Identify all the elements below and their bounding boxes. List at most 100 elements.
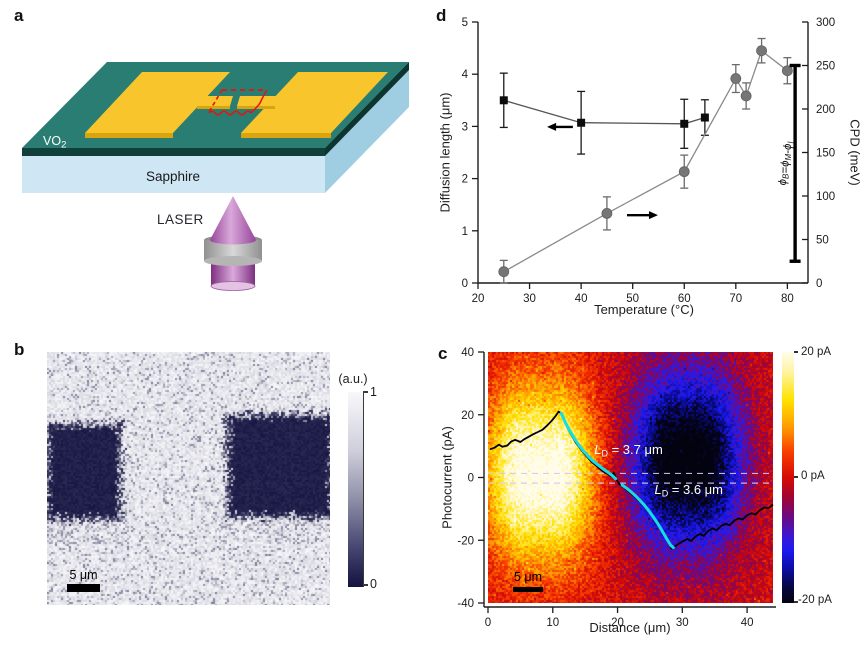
diffusion-length-annotation: LD = 3.7 μm xyxy=(594,442,663,459)
diffusion-length-annotation: LD = 3.6 μm xyxy=(654,482,723,499)
photocurrent-map-canvas xyxy=(488,352,773,603)
c-ytick-label: 40 xyxy=(461,347,474,359)
b-colorbar-tick-top xyxy=(363,391,368,393)
b-colorbar-tick-bottom xyxy=(363,584,368,586)
d-left-ytick-label: 2 xyxy=(462,174,468,186)
d-right-yaxis-title: CPD (meV) xyxy=(847,119,863,186)
objective-barrel-bottom xyxy=(210,281,256,291)
c-colorbar-label-max: 20 pA xyxy=(801,346,832,358)
left-contact-finger xyxy=(197,96,233,106)
panel-a-label: a xyxy=(14,6,24,25)
panel-b-reflectance-map: b 5 μm (a.u.) 1 0 xyxy=(0,330,430,645)
arrow-right-icon xyxy=(648,211,658,220)
data-point-circle xyxy=(678,166,690,178)
objective-ring xyxy=(204,240,262,261)
d-right-ytick-label: 150 xyxy=(816,148,835,160)
laser-beam-cone xyxy=(210,196,256,245)
c-yaxis-title: Photocurrent (pA) xyxy=(439,426,455,529)
data-point-square xyxy=(700,113,709,122)
d-left-ytick-label: 3 xyxy=(462,121,468,133)
right-contact-finger xyxy=(237,96,278,106)
c-ytick-label: -20 xyxy=(457,535,474,547)
d-left-ytick-label: 5 xyxy=(462,17,468,29)
c-colorbar-tick-min xyxy=(794,601,798,603)
scan-region-outline-right-wavy xyxy=(250,89,268,114)
c-xtick-label: 40 xyxy=(741,617,754,629)
data-point-circle xyxy=(781,65,793,77)
left-contact-finger-edge xyxy=(197,106,230,109)
exponential-fit-curve xyxy=(620,483,675,549)
panel-c-photocurrent-map: c 40 20 0 -20 -40 0 10 20 30 40 LD = 3.7 μm LD = 3.… xyxy=(430,330,868,645)
d-left-ytick-label: 1 xyxy=(462,226,468,238)
c-colorbar-label-min: -20 pA xyxy=(798,594,832,606)
c-xaxis-title: Distance (μm) xyxy=(589,620,671,635)
left-electrode-edge xyxy=(85,133,173,138)
sapphire-side-face xyxy=(325,70,409,193)
data-point-square xyxy=(499,96,508,105)
c-colorbar-tick-zero xyxy=(794,476,798,478)
data-point-circle xyxy=(601,207,613,219)
c-ytick-label: 0 xyxy=(468,473,474,485)
data-point-circle xyxy=(740,90,752,102)
d-xtick-label: 40 xyxy=(575,293,588,305)
series-line-square xyxy=(503,99,706,125)
c-xtick-label: 10 xyxy=(546,617,559,629)
d-right-ytick-label: 50 xyxy=(816,235,829,247)
d-xaxis-title: Temperature (°C) xyxy=(594,302,694,317)
c-scalebar-label: 5 μm xyxy=(513,570,543,584)
exponential-fit-curve xyxy=(559,411,618,481)
data-point-circle xyxy=(756,45,767,57)
d-xtick-label: 80 xyxy=(781,293,794,305)
d-left-yaxis-title: Diffusion length (μm) xyxy=(437,92,453,213)
laser-objective-icon xyxy=(204,196,262,291)
d-right-ytick-label: 100 xyxy=(816,191,835,203)
d-right-ytick-label: 250 xyxy=(816,61,835,73)
b-scalebar xyxy=(67,584,100,592)
data-point-square xyxy=(680,119,689,128)
c-colorbar xyxy=(782,352,794,603)
sapphire-label: Sapphire xyxy=(146,169,200,184)
b-colorbar-title: (a.u.) xyxy=(338,372,368,386)
d-xtick-label: 60 xyxy=(678,293,691,305)
c-ytick-label: -40 xyxy=(457,598,474,610)
d-right-ytick-label: 200 xyxy=(816,104,835,116)
b-colorbar-max: 1 xyxy=(370,385,377,399)
d-right-ytick-label: 0 xyxy=(816,278,822,290)
panel-d-temperature-plot: d 0 1 2 3 4 5 0 50 100 150 200 250 300 20 30 40 50 60 70 80… xyxy=(430,0,868,330)
data-point-circle xyxy=(730,73,742,84)
c-xtick-label: 30 xyxy=(676,617,689,629)
c-colorbar-tick-max xyxy=(794,351,798,353)
data-point-square xyxy=(577,118,586,127)
d-xtick-label: 20 xyxy=(472,293,485,305)
panel-c-label: c xyxy=(438,344,448,363)
d-left-ytick-label: 4 xyxy=(462,69,469,81)
d-right-ytick-label: 300 xyxy=(816,17,835,29)
b-scalebar-label: 5 μm xyxy=(69,568,98,582)
device-schematic-drawing: VO2 Sapphire LASER xyxy=(22,62,409,291)
laser-label: LASER xyxy=(157,212,204,227)
sapphire-front-face xyxy=(22,156,325,193)
c-xtick-label: 0 xyxy=(485,617,491,629)
panel-b-label: b xyxy=(14,340,25,359)
vo2-side-face xyxy=(325,62,409,156)
scan-region-outline-bottom-wavy xyxy=(208,110,252,116)
vo2-label: VO2 xyxy=(43,134,66,151)
photocurrent-overlay: 40 20 0 -20 -40 0 10 20 30 40 LD = 3.7 μm LD = 3.6 … xyxy=(457,347,776,629)
arrow-left-icon xyxy=(547,122,557,131)
data-point-circle xyxy=(498,266,510,278)
d-xtick-label: 30 xyxy=(523,293,536,305)
c-scalebar xyxy=(513,587,543,592)
series-line-circle xyxy=(503,49,788,273)
vo2-front-face xyxy=(22,148,325,156)
d-xtick-label: 70 xyxy=(729,293,742,305)
objective-ring-bottom xyxy=(204,256,262,266)
photocurrent-line-profile xyxy=(489,410,774,550)
b-colorbar-min: 0 xyxy=(370,577,377,591)
panel-a-device-schematic: a xyxy=(0,0,430,330)
range-bar-label: ϕB=ϕM-ϕI xyxy=(777,141,796,186)
c-colorbar-label-zero: 0 pA xyxy=(801,470,825,482)
d-xtick-label: 50 xyxy=(626,293,639,305)
scan-region-outline-left xyxy=(208,89,223,113)
